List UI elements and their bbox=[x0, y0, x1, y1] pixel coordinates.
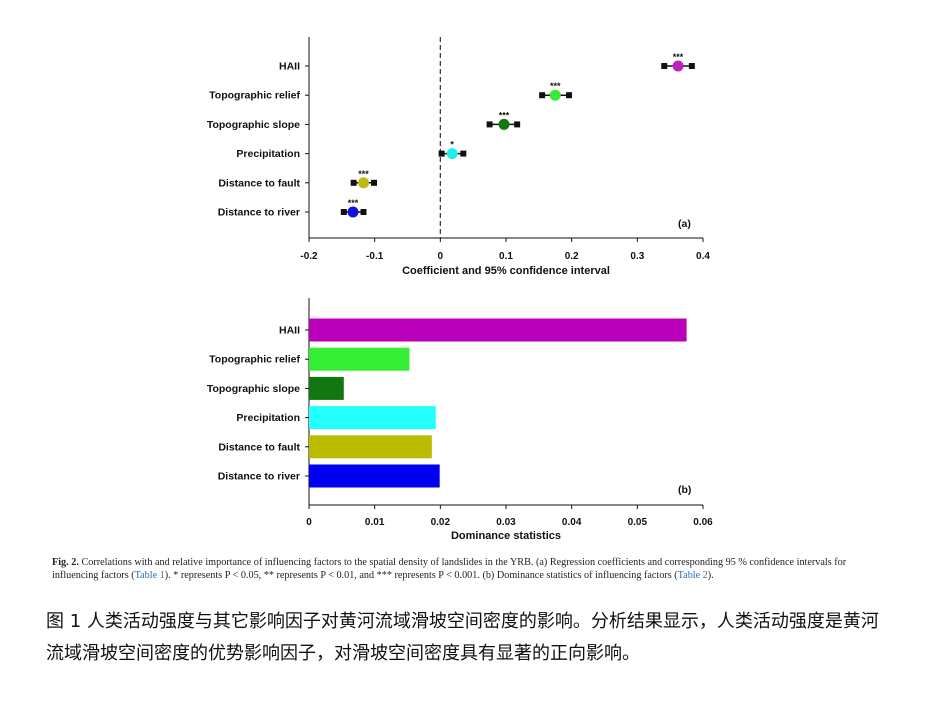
ci-low-marker bbox=[539, 92, 546, 99]
significance-label: *** bbox=[348, 198, 359, 208]
caption-text-1: Correlations with and relative importanc… bbox=[52, 557, 847, 581]
y-tick-label: Precipitation bbox=[236, 412, 300, 424]
x-tick-label: 0.04 bbox=[562, 517, 582, 528]
x-axis-title: Dominance statistics bbox=[451, 530, 561, 542]
dominance-bar bbox=[309, 376, 344, 400]
ci-high-marker bbox=[566, 92, 573, 99]
x-tick-label: 0.05 bbox=[628, 517, 648, 528]
coefficient-point bbox=[672, 60, 684, 72]
dominance-bar bbox=[309, 347, 410, 371]
coefficient-panel: HAII Topographic relief Topographic slope P… bbox=[207, 37, 710, 277]
x-tick-label: 0.01 bbox=[365, 517, 385, 528]
ci-high-marker bbox=[371, 179, 378, 186]
ci-low-marker bbox=[340, 209, 347, 215]
ci-high-marker bbox=[460, 150, 467, 157]
y-tick-label: Topographic relief bbox=[209, 354, 300, 366]
coefficient-point bbox=[347, 206, 359, 218]
significance-label: *** bbox=[673, 52, 684, 62]
y-tick-label: Distance to fault bbox=[218, 177, 300, 189]
ci-high-marker bbox=[688, 63, 695, 69]
y-tick-label: Distance to river bbox=[218, 207, 300, 219]
y-tick-label: Topographic slope bbox=[207, 383, 300, 395]
x-axis-title: Coefficient and 95% confidence interval bbox=[402, 265, 610, 277]
panel-label: (a) bbox=[678, 218, 691, 230]
significance-label: * bbox=[450, 140, 454, 150]
y-tick-label: Topographic relief bbox=[209, 90, 300, 102]
dominance-bar bbox=[309, 318, 687, 342]
caption-text-2: ). * represents P < 0.05, ** represents … bbox=[164, 570, 678, 581]
coefficient-point bbox=[549, 89, 561, 101]
figure-caption-en: Fig. 2. Correlations with and relative i… bbox=[52, 556, 882, 582]
dominance-panel: HAII Topographic relief Topographic slope P… bbox=[207, 298, 713, 542]
dominance-bar bbox=[309, 464, 440, 488]
coefficient-point bbox=[358, 177, 370, 189]
coefficient-point bbox=[446, 148, 458, 160]
x-tick-label: 0.02 bbox=[431, 517, 451, 528]
significance-label: *** bbox=[550, 81, 561, 91]
y-tick-label: Distance to fault bbox=[218, 441, 300, 453]
caption-text-3: ). bbox=[707, 570, 714, 581]
x-tick-label: 0.2 bbox=[565, 251, 579, 262]
coefficient-point bbox=[498, 118, 510, 130]
ci-high-marker bbox=[514, 121, 521, 128]
x-tick-label: 0 bbox=[438, 251, 444, 262]
x-tick-label: 0.06 bbox=[693, 517, 713, 528]
ci-low-marker bbox=[350, 179, 357, 186]
dominance-bar bbox=[309, 406, 436, 430]
significance-label: *** bbox=[358, 169, 369, 179]
x-tick-label: 0.1 bbox=[499, 251, 513, 262]
y-tick-label: Precipitation bbox=[236, 148, 300, 160]
y-tick-label: HAII bbox=[279, 325, 300, 337]
ci-low-marker bbox=[438, 150, 445, 157]
figure: HAII Topographic relief Topographic slope P… bbox=[207, 37, 713, 542]
significance-label: *** bbox=[499, 110, 510, 120]
x-tick-label: -0.2 bbox=[300, 251, 318, 262]
x-tick-label: 0 bbox=[306, 517, 312, 528]
caption-link-table-1[interactable]: Table 1 bbox=[134, 570, 165, 581]
dominance-bar bbox=[309, 435, 432, 459]
caption-fig-label: Fig. 2. bbox=[52, 557, 79, 568]
x-tick-label: 0.3 bbox=[630, 251, 644, 262]
x-tick-label: 0.03 bbox=[496, 517, 516, 528]
caption-link-table-2[interactable]: Table 2 bbox=[677, 570, 708, 581]
y-tick-label: Distance to river bbox=[218, 471, 300, 483]
panel-label: (b) bbox=[678, 484, 691, 496]
ci-low-marker bbox=[486, 121, 493, 128]
y-tick-label: Topographic slope bbox=[207, 119, 300, 131]
y-tick-label: HAII bbox=[279, 61, 300, 73]
x-tick-label: 0.4 bbox=[696, 251, 710, 262]
ci-high-marker bbox=[360, 209, 367, 215]
ci-low-marker bbox=[661, 63, 668, 69]
figure-caption-cn: 图 1 人类活动强度与其它影响因子对黄河流域滑坡空间密度的影响。分析结果显示，人… bbox=[46, 611, 879, 664]
x-tick-label: -0.1 bbox=[366, 251, 384, 262]
